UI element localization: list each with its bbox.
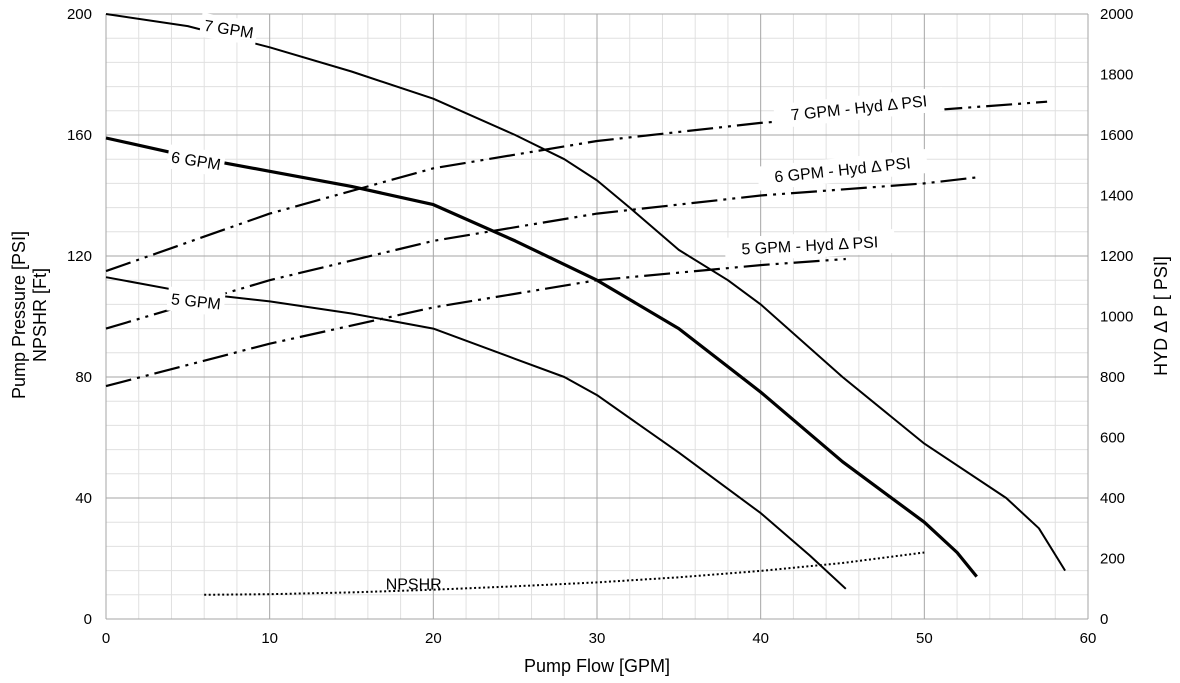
curve-label-7-gpm: 7 GPM (198, 12, 259, 46)
y-right-tick-label: 1000 (1100, 309, 1133, 326)
y-right-tick-label: 1800 (1100, 67, 1133, 84)
x-tick-label: 10 (261, 630, 278, 647)
curve-label-6-gpm: 6 GPM (165, 144, 227, 178)
y-axis-left-title-pressure: Pump Pressure [PSI] (9, 231, 29, 399)
y-right-tick-label: 1600 (1100, 127, 1133, 144)
y-left-tick-label: 120 (67, 248, 92, 265)
series-7-gpm-hyd-psi (105, 100, 1048, 273)
y-right-tick-label: 400 (1100, 490, 1125, 507)
x-tick-label: 20 (425, 630, 442, 647)
series-5-gpm (105, 276, 847, 590)
curve-label-7-gpm-hyd-psi: 7 GPM - Hyd Δ PSI (773, 86, 945, 129)
y-right-tick-label: 0 (1100, 611, 1108, 628)
tick-labels: 0 10 20 30 40 50 60040801201602000200400600800… (67, 6, 1133, 647)
y-left-tick-label: 0 (84, 611, 92, 628)
y-right-tick-label: 1200 (1100, 248, 1133, 265)
curve-label-knockout (724, 228, 896, 262)
y-left-tick-label: 200 (67, 6, 92, 23)
curve-label-knockout (773, 86, 945, 129)
major-grid (105, 13, 1089, 620)
y-left-tick-label: 40 (75, 490, 92, 507)
curve-label-text: NPSHR (386, 577, 442, 594)
x-tick-label: 50 (916, 630, 933, 647)
curve-label-knockout (198, 12, 259, 46)
x-axis-title: Pump Flow [GPM] (524, 656, 670, 676)
series-7-gpm (105, 13, 1066, 572)
y-right-tick-label: 800 (1100, 369, 1125, 386)
x-tick-label: 30 (589, 630, 606, 647)
curve-label-knockout (166, 286, 226, 317)
curve-label-knockout (756, 148, 929, 191)
y-right-tick-label: 600 (1100, 430, 1125, 447)
y-right-tick-label: 2000 (1100, 6, 1133, 23)
y-axis-right-title: HYD Δ P [ PSI] (1151, 256, 1171, 376)
series-npshr (204, 551, 925, 596)
y-axis-left-title-npshr: NPSHR [Ft] (30, 268, 50, 362)
curve-label-npshr: NPSHR (386, 577, 442, 594)
curve-label-text: 5 GPM (170, 291, 221, 313)
x-tick-label: 40 (752, 630, 769, 647)
y-left-tick-label: 80 (75, 369, 92, 386)
x-tick-label: 60 (1080, 630, 1097, 647)
series-5-gpm-hyd-psi (105, 257, 846, 388)
y-right-tick-label: 200 (1100, 551, 1125, 568)
series-6-gpm-hyd-psi (105, 176, 977, 330)
series-layer (105, 13, 1066, 596)
curve-label-knockout (165, 144, 227, 178)
x-tick-label: 0 (102, 630, 110, 647)
curve-label-5-gpm: 5 GPM (166, 286, 226, 317)
curve-label-5-gpm-hyd-psi: 5 GPM - Hyd Δ PSI (724, 228, 896, 262)
y-left-tick-label: 160 (67, 127, 92, 144)
y-right-tick-label: 1400 (1100, 188, 1133, 205)
